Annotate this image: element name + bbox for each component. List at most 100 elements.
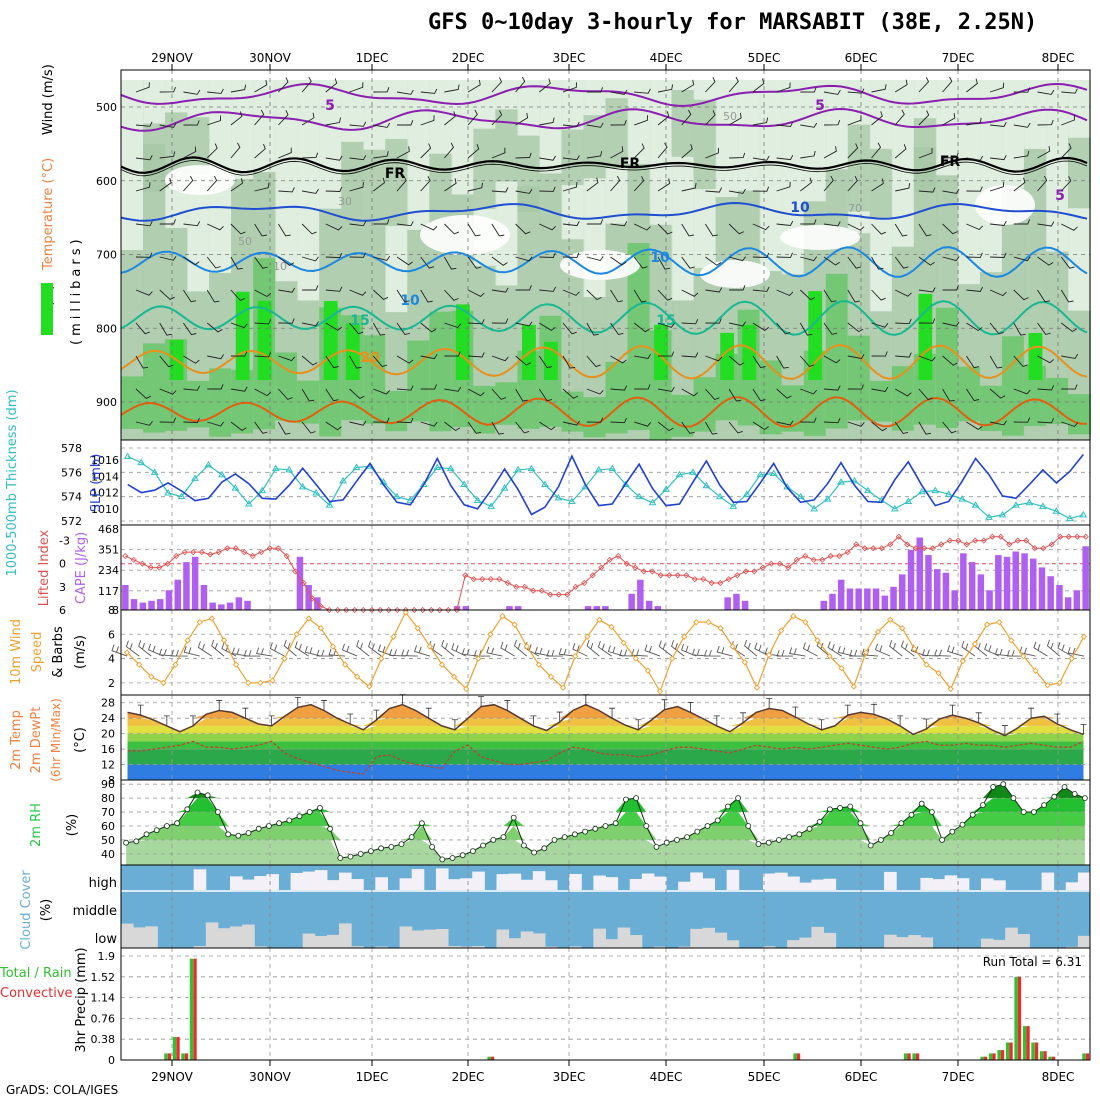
- y-tick-temp: 16: [101, 743, 115, 756]
- dry-patch: [420, 215, 510, 255]
- cape-bar: [602, 606, 609, 610]
- precip-conv-bar: [176, 1037, 179, 1060]
- high-cloud-clear: [351, 879, 364, 890]
- li-ylabel-text: Lifted Index: [37, 529, 52, 606]
- rh-point: [644, 824, 649, 829]
- contour-label: 15: [350, 313, 369, 329]
- contour-label: 20: [360, 350, 380, 366]
- footer-credit: GrADS: COLA/IGES: [6, 1083, 118, 1097]
- rh-point: [185, 807, 190, 812]
- high-cloud-clear: [303, 872, 316, 890]
- contour-label: 15: [656, 313, 675, 329]
- wind-barb-10m: [645, 645, 660, 657]
- cape-bar: [236, 597, 243, 610]
- dry-patch: [165, 165, 235, 195]
- rh-point: [654, 844, 659, 849]
- contour-label: 5: [815, 98, 825, 114]
- thickness-ylabel-text: 1000-500mb Thickness (dm): [5, 389, 20, 576]
- dry-patch: [975, 185, 1035, 225]
- rh-point: [164, 824, 169, 829]
- slp-ylabel-text: SLP (mb): [89, 454, 104, 513]
- high-cloud-clear: [436, 868, 449, 890]
- wind-ylabel-4-text: (m/s): [73, 635, 88, 669]
- temp-ylabel-2-text: 2m DewPt: [29, 707, 44, 774]
- y-tick-temp: 20: [101, 728, 115, 741]
- low-cloud: [509, 938, 522, 948]
- low-cloud: [1005, 928, 1018, 948]
- precip-total-bar: [1014, 977, 1017, 1060]
- rh-point: [950, 829, 955, 834]
- rh-shade-90: [258, 301, 272, 380]
- rh-point: [338, 856, 343, 861]
- cloud-level-label: middle: [73, 904, 117, 919]
- date-label-bottom: 5DEC: [748, 1070, 781, 1084]
- date-label-top: 3DEC: [553, 51, 586, 65]
- high-cloud-clear: [884, 872, 897, 890]
- wind-speed-point: [476, 656, 481, 661]
- rh-ylabel-1-text: 2m RH: [29, 803, 44, 847]
- low-cloud: [303, 934, 316, 948]
- rh-shade-70: [473, 386, 496, 434]
- rh-point: [919, 801, 924, 806]
- cape-bar: [943, 573, 950, 610]
- y-tick-thickness: 572: [61, 515, 82, 528]
- wind-speed-point: [258, 680, 263, 685]
- wind-barb-10m: [948, 645, 963, 656]
- cape-bar: [855, 589, 862, 611]
- wind-speed-point: [221, 638, 226, 643]
- upper-air-yunits: (millibars): [69, 235, 84, 345]
- rh-ylabel-2-text: (%): [65, 814, 80, 837]
- rh-point: [1052, 794, 1057, 799]
- y-tick-wind: 8: [108, 604, 115, 617]
- cloud-ylabel-2-text: (%): [39, 899, 54, 922]
- cape-bar: [314, 597, 321, 610]
- slp-line: [128, 455, 1084, 515]
- y-tick-precip: 1.9: [98, 950, 116, 963]
- rh-point: [970, 812, 975, 817]
- cape-bar: [1082, 546, 1089, 610]
- wind-barb-10m: [270, 643, 284, 657]
- cape-bar: [297, 557, 304, 610]
- cape-bar: [1004, 557, 1011, 610]
- date-label-top: 4DEC: [650, 51, 683, 65]
- cape-bar: [209, 603, 216, 610]
- date-label-bottom: 8DEC: [1042, 1070, 1075, 1084]
- low-cloud: [606, 939, 619, 948]
- rh-point: [889, 831, 894, 836]
- rh-point: [746, 824, 751, 829]
- high-cloud-clear: [1066, 882, 1079, 890]
- y-tick-cape: 117: [98, 585, 119, 598]
- low-cloud: [218, 928, 231, 948]
- rh-point: [287, 818, 292, 823]
- low-cloud: [1017, 934, 1030, 948]
- rh-point: [807, 826, 812, 831]
- high-cloud-clear: [327, 880, 340, 890]
- rh-point: [389, 844, 394, 849]
- wind-barb-10m: [198, 641, 211, 656]
- rh-shade-70: [121, 376, 144, 428]
- y-tick-pressure: 800: [96, 322, 117, 335]
- wind-barb-10m: [184, 646, 200, 656]
- low-cloud: [339, 923, 352, 948]
- rh-point: [552, 837, 557, 842]
- wind-barb-10m: [357, 640, 370, 656]
- cloud-ylabel-1-text: Cloud Cover: [19, 870, 34, 950]
- cape-bar: [1056, 585, 1063, 610]
- y-tick-li: -3: [59, 535, 70, 548]
- cape-bar: [960, 553, 967, 610]
- minmax-bar: [661, 700, 667, 710]
- rh-point: [776, 837, 781, 842]
- high-cloud-clear: [230, 876, 243, 890]
- minmax-bar: [478, 697, 484, 707]
- date-label-top: 8DEC: [1042, 51, 1075, 65]
- rh-shade-70: [143, 343, 166, 432]
- low-cloud: [327, 935, 340, 948]
- minmax-bar: [845, 705, 851, 715]
- temp-ylabel-3: (6hr Min/Max): [49, 698, 63, 782]
- low-cloud: [630, 935, 643, 948]
- low-cloud: [811, 927, 824, 948]
- rh-shade-70: [760, 360, 783, 434]
- y-tick-li: 6: [59, 604, 66, 617]
- rh-point: [348, 854, 353, 859]
